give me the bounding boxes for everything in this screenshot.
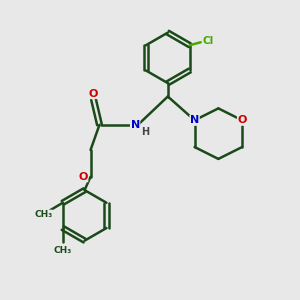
Text: Cl: Cl (203, 36, 214, 46)
Text: O: O (238, 115, 247, 125)
Text: N: N (190, 115, 199, 125)
Text: H: H (142, 127, 150, 137)
Text: N: N (130, 120, 140, 130)
Text: O: O (89, 88, 98, 98)
Text: O: O (78, 172, 88, 182)
Text: CH₃: CH₃ (54, 246, 72, 255)
Text: CH₃: CH₃ (34, 210, 52, 219)
